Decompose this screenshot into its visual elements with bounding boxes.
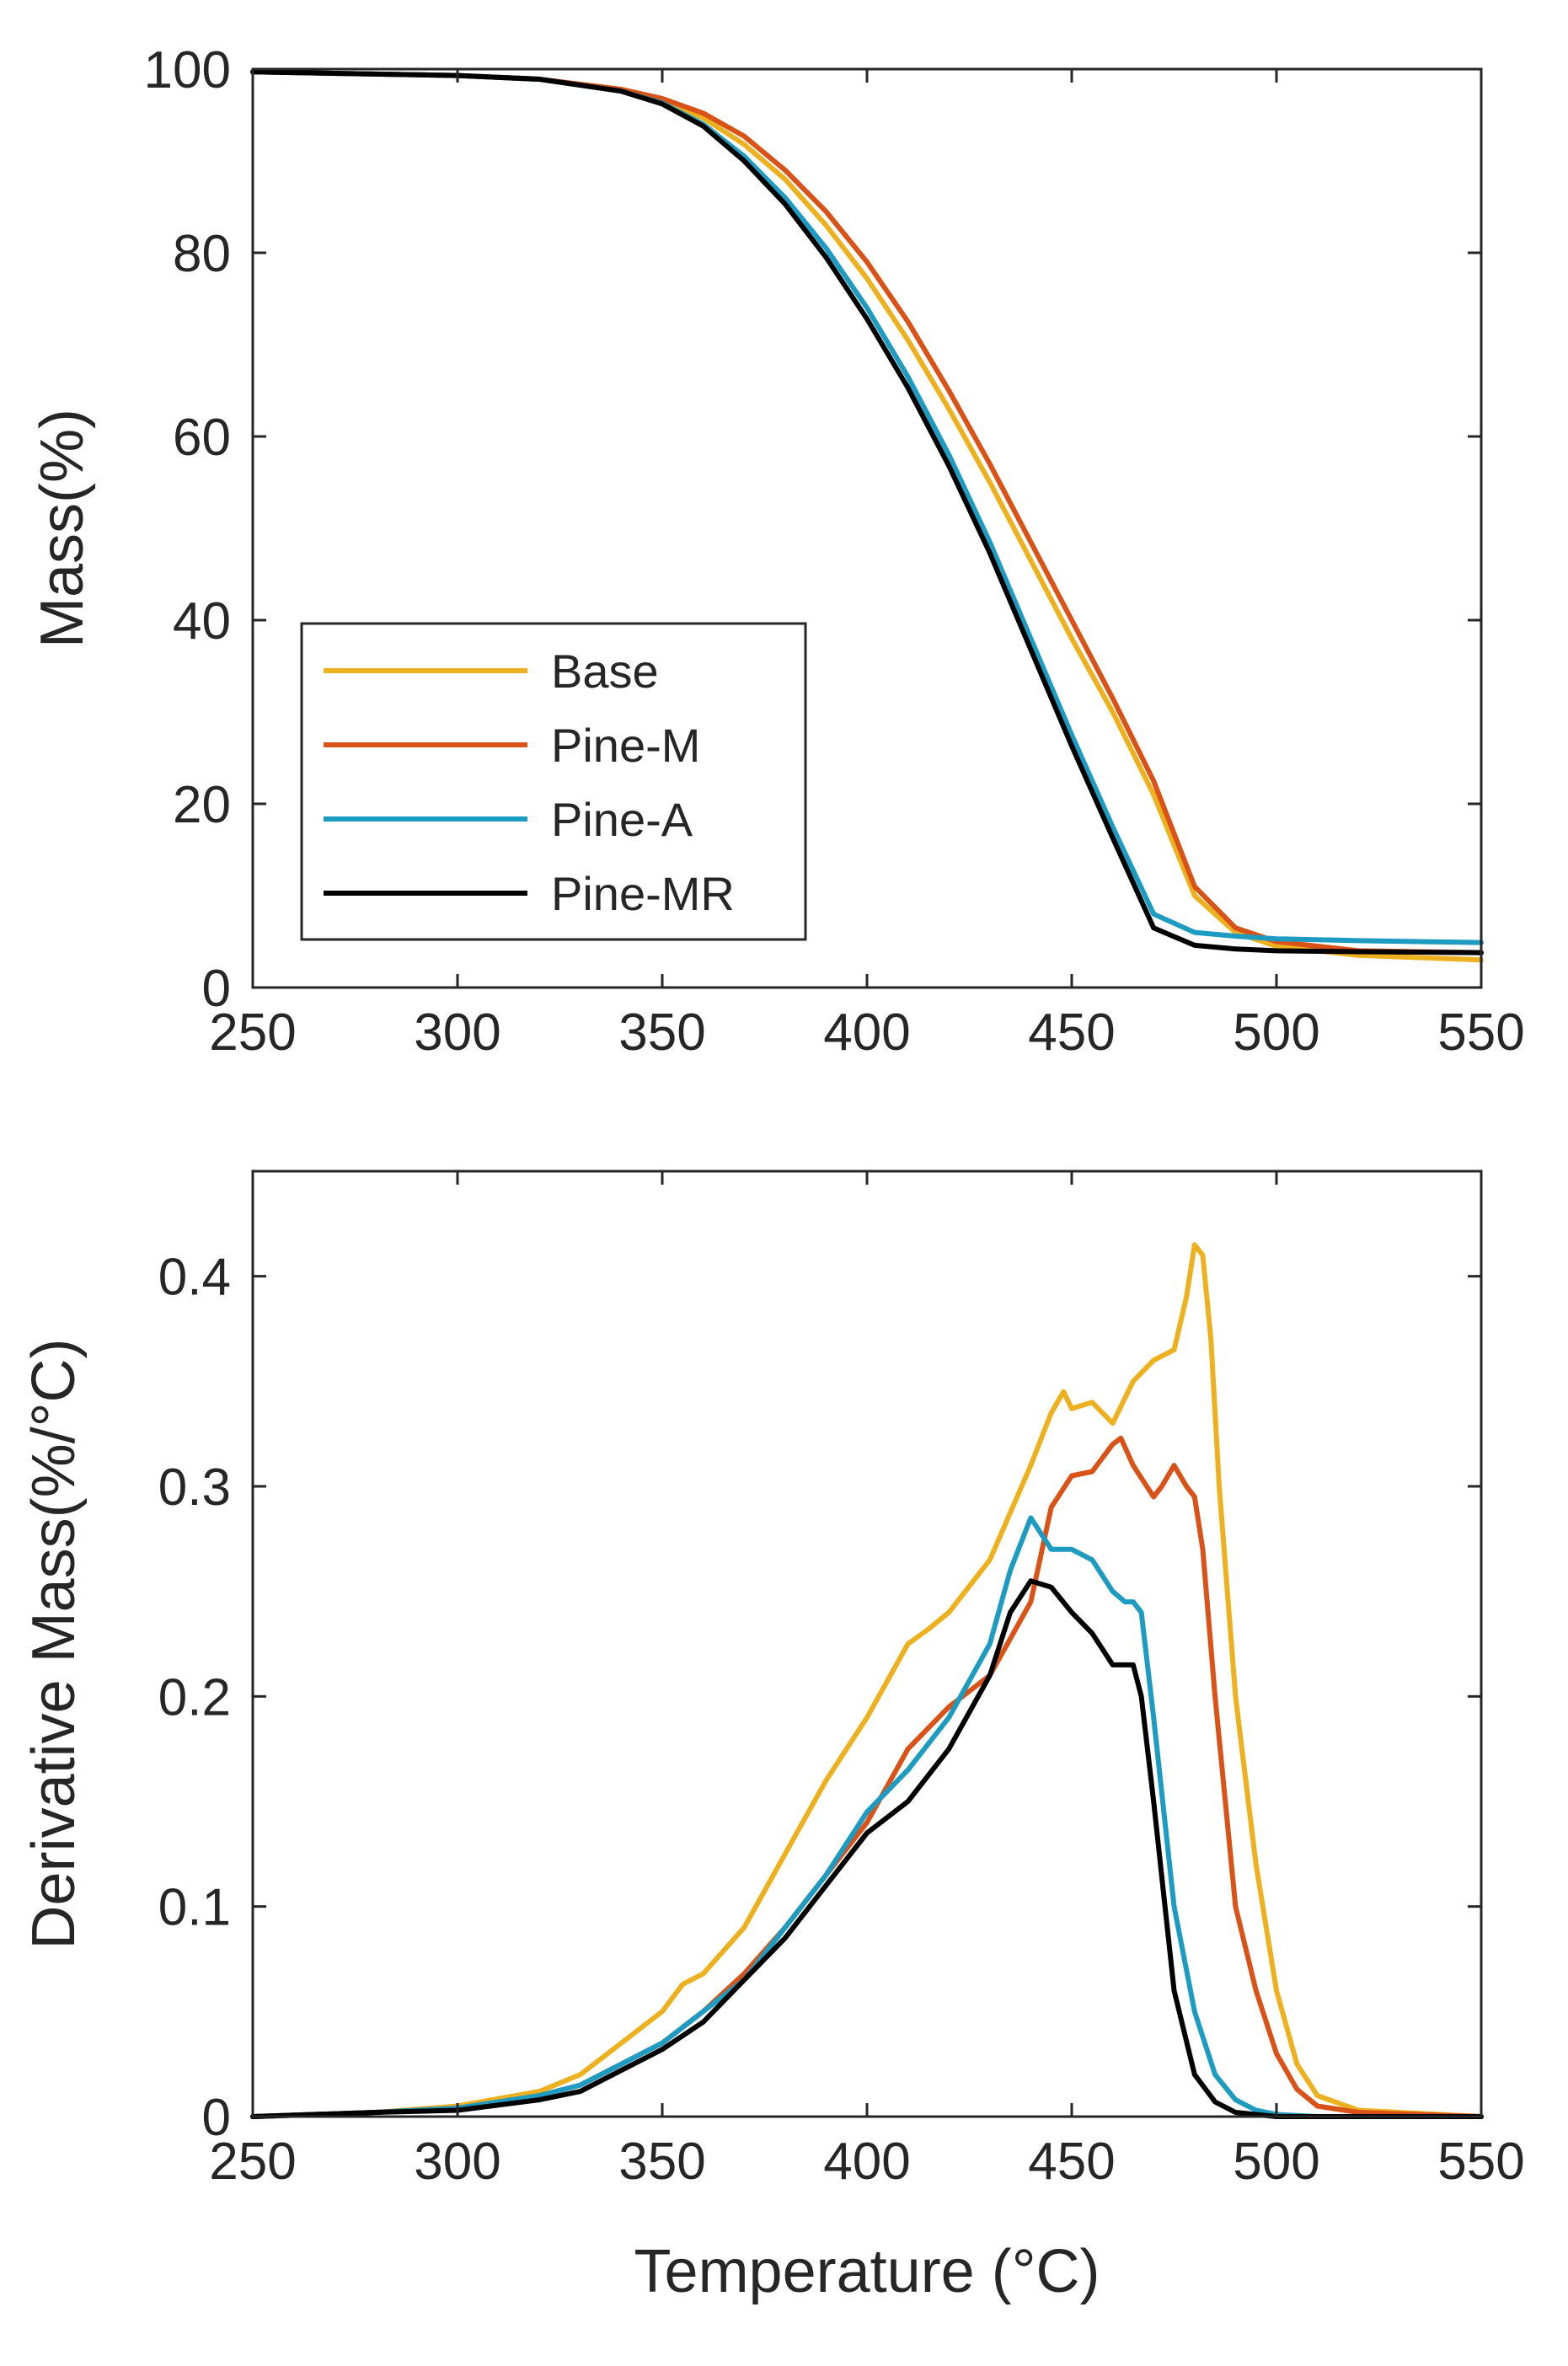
derivative-x-tick-label: 350 xyxy=(618,2133,705,2191)
derivative-x-tick-label: 500 xyxy=(1233,2133,1319,2191)
mass-x-tick-label: 500 xyxy=(1233,1004,1319,1062)
legend: Base Pine-M Pine-A Pine-MR xyxy=(300,622,807,941)
temperature-x-axis-label: Temperature (°C) xyxy=(634,2238,1100,2305)
mass-x-tick-label: 550 xyxy=(1437,1004,1524,1062)
mass-plot-lines xyxy=(250,69,1484,963)
legend-label-pine-m: Pine-M xyxy=(551,719,700,772)
legend-label-pine-a: Pine-A xyxy=(551,793,693,846)
derivative-y-tick-label: 0.3 xyxy=(158,1459,231,1517)
derivative-panel: 250 300 350 400 450 500 550 0 0.1 0.2 0.3 0.4 Deriv… xyxy=(20,1170,1525,2305)
mass-x-tick-label: 400 xyxy=(823,1004,910,1062)
mass-y-tick-label: 80 xyxy=(173,225,231,283)
derivative-y-tick-label: 0.1 xyxy=(158,1879,231,1937)
mass-x-tick-label: 250 xyxy=(209,1004,296,1062)
derivative-x-tick-label: 400 xyxy=(823,2133,910,2191)
derivative-x-tick-label: 450 xyxy=(1028,2133,1115,2191)
derivative-y-tick-label: 0 xyxy=(202,2089,231,2147)
mass-x-tick-label: 450 xyxy=(1028,1004,1115,1062)
legend-label-pine-mr: Pine-MR xyxy=(551,867,735,920)
derivative-plot-lines xyxy=(250,1242,1484,2119)
legend-label-base: Base xyxy=(551,645,659,698)
derivative-series-pine-m xyxy=(250,1435,1484,2119)
mass-panel: 250 300 350 400 450 500 550 0 20 40 60 80 100 Mass(%… xyxy=(29,41,1525,1062)
mass-y-tick-label: 40 xyxy=(173,592,231,650)
derivative-plot-frame xyxy=(251,1170,1483,2118)
derivative-x-tick-label: 550 xyxy=(1437,2133,1524,2191)
mass-ticks: 250 300 350 400 450 500 550 0 20 40 60 80 100 xyxy=(144,41,1525,1062)
derivative-ticks: 250 300 350 400 450 500 550 0 0.1 0.2 0.3 0.4 xyxy=(158,1171,1525,2191)
mass-y-tick-label: 100 xyxy=(144,41,231,99)
legend-box xyxy=(300,622,807,941)
mass-y-tick-label: 0 xyxy=(202,960,231,1018)
derivative-x-tick-label: 300 xyxy=(414,2133,500,2191)
mass-y-axis-label: Mass(%) xyxy=(29,409,96,648)
mass-x-tick-label: 350 xyxy=(618,1004,705,1062)
mass-series-pine-m xyxy=(250,69,1484,956)
mass-y-tick-label: 20 xyxy=(173,776,231,834)
derivative-series-pine-a xyxy=(250,1515,1484,2119)
mass-series-pine-mr xyxy=(250,69,1484,956)
derivative-series-base xyxy=(250,1242,1484,2119)
derivative-y-tick-label: 0.4 xyxy=(158,1249,231,1307)
mass-x-tick-label: 300 xyxy=(414,1004,500,1062)
derivative-y-axis-label: Derivative Mass(%/°C) xyxy=(20,1339,88,1950)
mass-y-tick-label: 60 xyxy=(173,409,231,467)
derivative-x-tick-label: 250 xyxy=(209,2133,296,2191)
derivative-y-tick-label: 0.2 xyxy=(158,1668,231,1726)
derivative-series-pine-mr xyxy=(250,1578,1484,2119)
